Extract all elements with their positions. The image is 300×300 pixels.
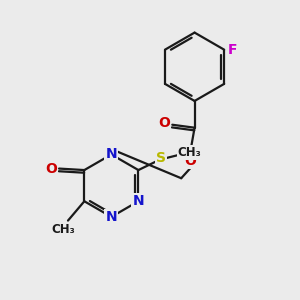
Text: F: F [228,43,237,57]
Text: CH₃: CH₃ [52,223,75,236]
Text: N: N [133,194,144,208]
Text: O: O [158,116,170,130]
Text: S: S [156,151,166,165]
Text: CH₃: CH₃ [178,146,201,159]
Text: O: O [45,162,57,176]
Text: N: N [106,210,117,224]
Text: O: O [184,154,196,168]
Text: N: N [106,148,117,161]
